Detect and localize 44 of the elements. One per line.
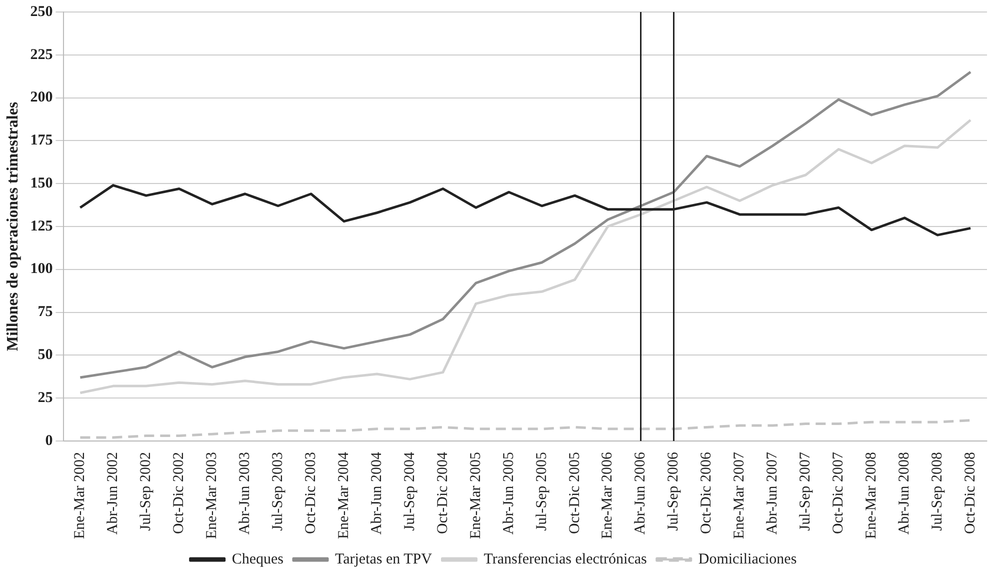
x-tick-label: Oct-Dic 2007 — [830, 451, 847, 534]
legend-label: Transferencias electrónicas — [484, 551, 648, 568]
x-tick-label: Jul-Sep 2008 — [929, 452, 946, 531]
x-tick-label: Ene-Mar 2004 — [336, 451, 352, 540]
x-tick-label: Abr-Jun 2005 — [500, 452, 517, 535]
x-tick-label: Jul-Sep 2007 — [798, 451, 814, 531]
y-tick-label: 75 — [38, 304, 53, 320]
x-tick-label: Abr-Jun 2003 — [237, 452, 253, 535]
x-tick-label: Ene-Mar 2006 — [600, 451, 616, 540]
legend-label: Domiciliaciones — [698, 551, 797, 568]
x-tick-label: Abr-Jun 2006 — [632, 451, 649, 535]
y-tick-label: 225 — [30, 46, 53, 63]
y-tick-label: 150 — [30, 175, 53, 192]
y-tick-label: 125 — [30, 218, 53, 234]
x-tick-label: Oct-Dic 2004 — [434, 451, 451, 534]
x-tick-label: Oct-Dic 2008 — [962, 452, 978, 534]
x-tick-label: Abr-Jun 2007 — [764, 451, 781, 535]
y-tick-label: 50 — [38, 347, 53, 364]
x-tick-label: Ene-Mar 2008 — [864, 452, 880, 540]
x-tick-label: Ene-Mar 2002 — [72, 452, 88, 540]
legend-label: Tarjetas en TPV — [334, 551, 432, 568]
y-axis-title: Millones de operaciones trimestrales — [4, 102, 22, 352]
y-tick-label: 100 — [30, 261, 53, 278]
x-tick-label: Oct-Dic 2005 — [566, 452, 583, 534]
x-tick-label: Oct-Dic 2006 — [698, 451, 715, 534]
x-tick-label: Oct-Dic 2002 — [171, 452, 188, 534]
y-tick-label: 250 — [30, 4, 53, 20]
x-tick-label: Jul-Sep 2003 — [270, 452, 286, 531]
x-tick-label: Abr-Jun 2004 — [368, 451, 385, 535]
y-tick-label: 175 — [30, 132, 53, 149]
x-tick-label: Jul-Sep 2002 — [138, 452, 154, 531]
y-tick-label: 200 — [30, 90, 53, 106]
x-tick-label: Ene-Mar 2003 — [204, 452, 220, 540]
y-tick-label: 0 — [45, 432, 53, 449]
x-tick-label: Ene-Mar 2007 — [732, 451, 748, 540]
x-tick-label: Abr-Jun 2008 — [896, 452, 912, 535]
y-tick-label: 25 — [38, 390, 53, 406]
legend-label: Cheques — [232, 551, 284, 568]
x-tick-label: Jul-Sep 2006 — [666, 451, 682, 531]
x-tick-label: Abr-Jun 2002 — [105, 452, 122, 535]
x-tick-label: Jul-Sep 2005 — [534, 452, 550, 531]
x-tick-label: Jul-Sep 2004 — [402, 451, 418, 531]
x-tick-label: Ene-Mar 2005 — [468, 452, 484, 540]
x-tick-label: Oct-Dic 2003 — [302, 452, 319, 534]
